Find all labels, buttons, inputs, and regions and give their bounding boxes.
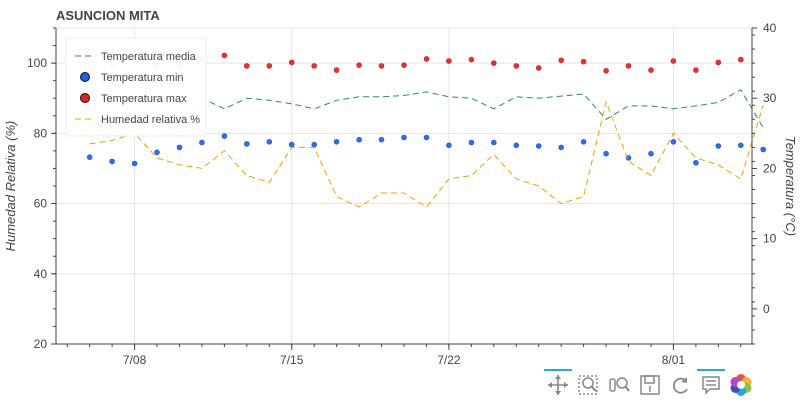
y-tick-label-left: 100 <box>27 56 47 70</box>
x-tick-label: 8/01 <box>662 353 686 367</box>
x-tick-label: 7/08 <box>123 353 147 367</box>
point-temperatura-min[interactable] <box>648 150 654 157</box>
bokeh-logo-icon <box>730 374 752 396</box>
point-temperatura-min[interactable] <box>513 142 520 149</box>
point-temperatura-max[interactable] <box>356 62 362 68</box>
chart-title: ASUNCION MITA <box>56 8 160 23</box>
point-temperatura-min[interactable] <box>244 141 250 147</box>
y-tick-label-left: 20 <box>34 337 48 351</box>
hover-tool[interactable] <box>702 376 720 395</box>
point-temperatura-max[interactable] <box>311 63 318 69</box>
point-temperatura-min[interactable] <box>670 139 677 145</box>
point-temperatura-min[interactable] <box>603 150 609 157</box>
point-temperatura-min[interactable] <box>86 154 93 160</box>
y-tick-label-right: 20 <box>763 161 777 175</box>
y-tick-label-left: 60 <box>34 197 48 211</box>
box-zoom-tool[interactable] <box>578 375 598 395</box>
legend-label-humedad-relativa: Humedad relativa % <box>101 114 200 126</box>
y-tick-label-right: 30 <box>763 91 777 105</box>
wheel-zoom-tool[interactable] <box>609 377 630 392</box>
point-temperatura-max[interactable] <box>378 63 385 69</box>
point-temperatura-min[interactable] <box>715 143 722 149</box>
point-temperatura-min[interactable] <box>109 158 115 165</box>
wheel-zoom-icon <box>609 377 630 392</box>
point-temperatura-max[interactable] <box>558 57 565 64</box>
point-temperatura-min[interactable] <box>154 149 160 156</box>
point-temperatura-min[interactable] <box>356 136 362 143</box>
x-tick-label: 7/22 <box>437 353 461 367</box>
legend-label-temperatura-max: Temperatura max <box>101 93 187 105</box>
point-temperatura-max[interactable] <box>738 56 744 63</box>
point-temperatura-min[interactable] <box>288 141 295 148</box>
point-temperatura-max[interactable] <box>535 65 542 71</box>
point-temperatura-max[interactable] <box>333 67 340 73</box>
point-temperatura-min[interactable] <box>221 133 228 139</box>
point-temperatura-min[interactable] <box>266 139 273 145</box>
point-temperatura-max[interactable] <box>670 58 677 64</box>
point-temperatura-min[interactable] <box>491 139 497 146</box>
point-temperatura-max[interactable] <box>491 60 497 66</box>
legend: Temperatura media Temperatura min Temperat… <box>65 37 207 137</box>
point-temperatura-max[interactable] <box>715 59 722 66</box>
point-temperatura-min[interactable] <box>311 141 318 148</box>
reset-tool[interactable] <box>672 377 688 394</box>
point-temperatura-max[interactable] <box>625 63 632 69</box>
point-temperatura-min[interactable] <box>423 134 430 141</box>
point-temperatura-min[interactable] <box>558 144 565 151</box>
point-temperatura-max[interactable] <box>423 56 430 62</box>
point-temperatura-min[interactable] <box>333 139 340 145</box>
point-temperatura-min[interactable] <box>401 134 407 141</box>
y-tick-label-left: 40 <box>34 267 48 281</box>
point-temperatura-max[interactable] <box>513 63 520 69</box>
point-temperatura-max[interactable] <box>648 67 654 73</box>
bokeh-logo[interactable] <box>730 374 752 396</box>
toolbar <box>544 369 752 396</box>
point-temperatura-min[interactable] <box>535 143 542 149</box>
point-temperatura-max[interactable] <box>693 67 699 73</box>
point-temperatura-min[interactable] <box>378 136 385 143</box>
save-icon <box>640 375 660 395</box>
point-temperatura-min[interactable] <box>693 160 699 166</box>
point-temperatura-max[interactable] <box>468 56 475 63</box>
series-line-humedad-relativa[interactable] <box>89 99 764 208</box>
legend-swatch-temperatura-max <box>80 93 90 103</box>
y-tick-label-right: 40 <box>763 21 777 35</box>
point-temperatura-min[interactable] <box>760 146 767 153</box>
point-temperatura-min[interactable] <box>446 142 452 149</box>
point-temperatura-min[interactable] <box>468 139 475 146</box>
point-temperatura-min[interactable] <box>625 155 632 161</box>
point-temperatura-max[interactable] <box>266 63 273 69</box>
y-tick-label-right: 0 <box>763 302 770 316</box>
reset-icon <box>672 377 688 394</box>
point-temperatura-max[interactable] <box>401 62 407 68</box>
legend-label-temperatura-min: Temperatura min <box>101 72 184 84</box>
point-temperatura-min[interactable] <box>580 139 587 145</box>
pan-tool[interactable] <box>548 375 568 395</box>
pan-icon <box>548 375 568 395</box>
box-zoom-icon <box>578 375 598 395</box>
point-temperatura-min[interactable] <box>738 142 744 149</box>
y-tick-label-left: 80 <box>34 126 48 140</box>
point-temperatura-min[interactable] <box>131 160 138 167</box>
axes-layer: 20 40 60 80 100 7/08 7/15 7/22 8/01 0 10 20 30 40 <box>27 21 777 367</box>
point-temperatura-min[interactable] <box>176 144 183 151</box>
legend-label-temperatura-media: Temperatura media <box>101 51 197 63</box>
save-tool[interactable] <box>640 375 660 395</box>
x-tick-label: 7/15 <box>280 353 304 367</box>
y-axis-label-left: Humedad Relativa (%) <box>3 121 18 252</box>
point-temperatura-max[interactable] <box>446 58 452 64</box>
y-tick-label-right: 10 <box>763 232 777 246</box>
hover-icon <box>702 376 720 395</box>
point-temperatura-max[interactable] <box>580 58 587 65</box>
point-temperatura-max[interactable] <box>603 68 609 74</box>
legend-box <box>65 37 207 137</box>
point-temperatura-max[interactable] <box>221 52 228 59</box>
legend-swatch-temperatura-min <box>80 72 90 82</box>
point-temperatura-min[interactable] <box>199 139 205 146</box>
point-temperatura-max[interactable] <box>244 63 250 69</box>
point-temperatura-max[interactable] <box>288 59 295 66</box>
y-axis-label-right: Temperatura (°C) <box>783 136 798 236</box>
